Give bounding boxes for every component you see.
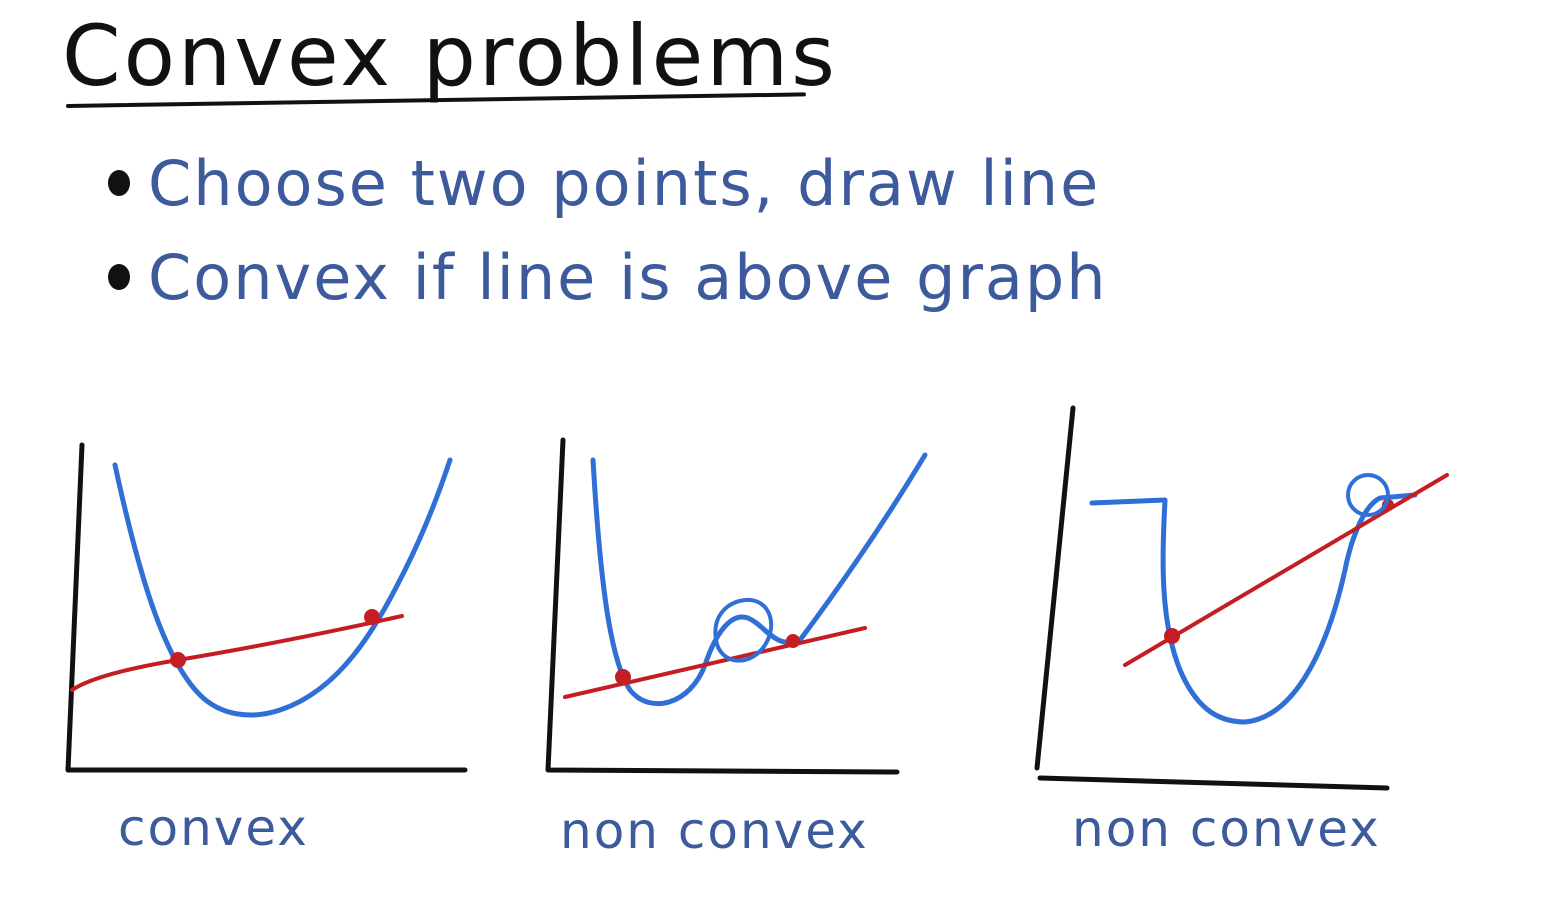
chord-line xyxy=(563,626,867,699)
curve xyxy=(112,457,453,718)
axes xyxy=(65,442,468,773)
chord-point xyxy=(170,652,186,668)
highlight-circle xyxy=(713,597,774,663)
highlight-circle xyxy=(1346,473,1390,517)
bullet-dot-icon xyxy=(108,264,130,290)
axes xyxy=(1037,775,1390,791)
panel-non-convex-2: non convex xyxy=(1034,405,1449,858)
panel-non-convex-1: non convex xyxy=(545,437,928,860)
panel-caption: convex xyxy=(118,799,309,857)
panel-caption: non convex xyxy=(1072,800,1381,858)
chord-line xyxy=(70,614,404,692)
bullet-text: Convex if line is above graph xyxy=(148,240,1108,314)
bullet-text: Choose two points, draw line xyxy=(148,146,1101,220)
slide-title: Convex problems xyxy=(62,7,838,105)
chord-point xyxy=(786,634,800,648)
panel-convex: convex xyxy=(65,442,468,857)
panel-caption: non convex xyxy=(560,802,869,860)
chord-point xyxy=(364,609,380,625)
bullet-item: Convex if line is above graph xyxy=(108,230,1108,324)
axes xyxy=(1034,405,1076,771)
curve xyxy=(590,452,928,707)
curve xyxy=(1089,492,1418,725)
bullet-item: Choose two points, draw line xyxy=(108,136,1108,230)
chord-point xyxy=(1164,628,1180,644)
bullet-dot-icon xyxy=(108,170,130,196)
chord-point xyxy=(615,669,631,685)
axes xyxy=(545,437,900,775)
bullet-list: Choose two points, draw line Convex if l… xyxy=(108,136,1108,324)
